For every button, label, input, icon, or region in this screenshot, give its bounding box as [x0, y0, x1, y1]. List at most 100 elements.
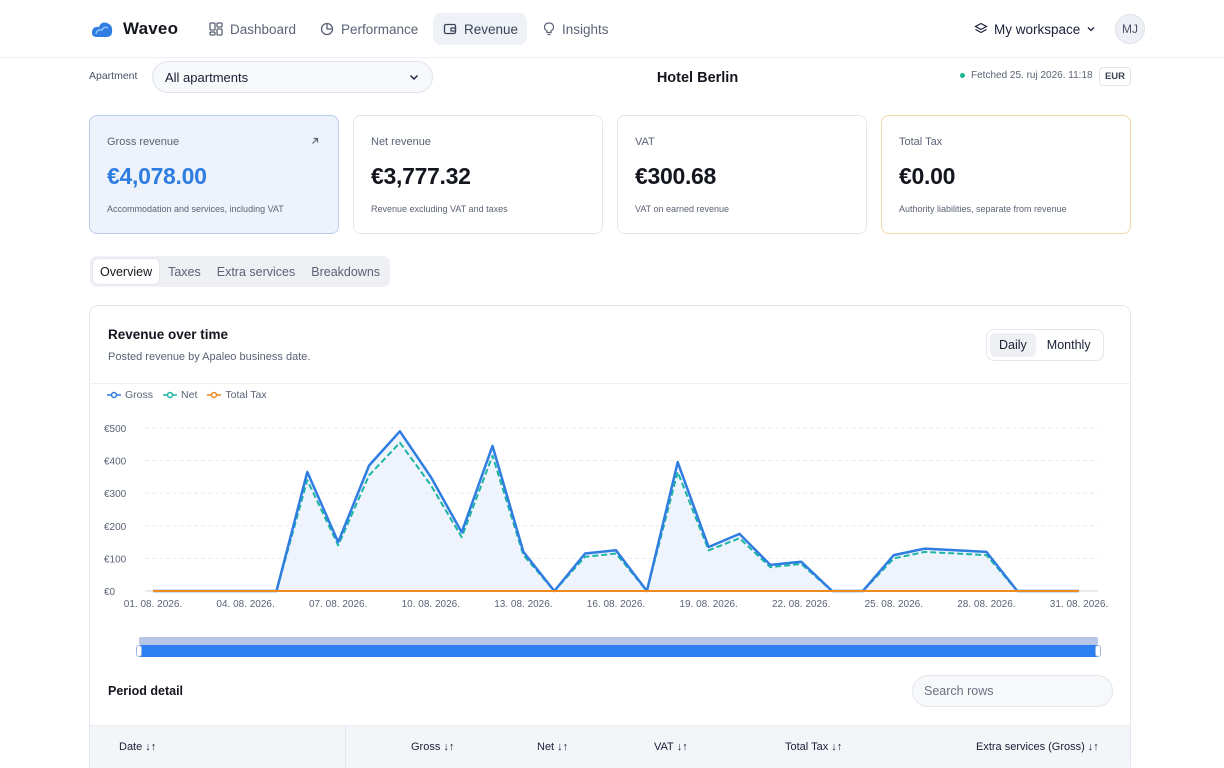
column-gross[interactable]: Gross ↓↑ — [411, 741, 454, 753]
fetched-status: Fetched 25. ruj 2026. 11:18 — [960, 70, 1093, 81]
sort-icon: ↓↑ — [443, 741, 455, 753]
apartment-label: Apartment — [89, 70, 138, 82]
granularity-toggle: Daily Monthly — [986, 329, 1104, 361]
tab-breakdowns[interactable]: Breakdowns — [311, 264, 381, 279]
x-tick-label: 19. 08. 2026. — [679, 599, 737, 610]
panel-title: Revenue over time — [108, 327, 229, 342]
y-tick-label: €400 — [104, 457, 127, 468]
x-tick-label: 16. 08. 2026. — [587, 599, 645, 610]
y-tick-label: €300 — [104, 489, 127, 500]
tab-overview[interactable]: Overview — [93, 259, 160, 284]
x-tick-label: 04. 08. 2026. — [216, 599, 274, 610]
legend-gross[interactable]: Gross — [107, 389, 153, 401]
range-slider-track[interactable] — [139, 637, 1098, 645]
y-tick-label: €0 — [104, 587, 116, 598]
x-tick-label: 07. 08. 2026. — [309, 599, 367, 610]
x-tick-label: 22. 08. 2026. — [772, 599, 830, 610]
kpi-caption: VAT on earned revenue — [635, 204, 730, 214]
legend-total-tax[interactable]: Total Tax — [207, 389, 267, 401]
section-tabs: Overview Taxes Extra services Breakdowns — [90, 256, 391, 287]
toggle-daily[interactable]: Daily — [990, 333, 1036, 357]
kpi-vat[interactable]: VAT €300.68 VAT on earned revenue — [617, 115, 867, 234]
nav-dashboard-label: Dashboard — [230, 21, 297, 37]
kpi-value: €4,078.00 — [107, 163, 207, 189]
y-tick-label: €200 — [104, 522, 127, 533]
column-label: Net — [537, 741, 555, 753]
y-tick-label: €500 — [104, 424, 127, 435]
nav-dashboard[interactable]: Dashboard — [199, 13, 306, 45]
nav-insights[interactable]: Insights — [533, 13, 619, 45]
tab-taxes[interactable]: Taxes — [168, 264, 201, 279]
x-tick-label: 25. 08. 2026. — [865, 599, 923, 610]
kpi-net-revenue[interactable]: Net revenue €3,777.32 Revenue excluding … — [353, 115, 603, 234]
column-label: Date — [119, 741, 143, 753]
kpi-total-tax[interactable]: Total Tax €0.00 Authority liabilities, s… — [881, 115, 1131, 234]
legend-net[interactable]: Net — [163, 389, 197, 401]
legend-label: Gross — [125, 389, 154, 401]
kpi-caption: Revenue excluding VAT and taxes — [371, 204, 508, 214]
column-divider — [345, 726, 346, 768]
logo-icon — [92, 22, 113, 37]
toggle-monthly[interactable]: Monthly — [1046, 338, 1091, 352]
range-slider-selection[interactable] — [139, 645, 1098, 657]
table-header: Date ↓↑ Gross ↓↑ Net ↓↑ VAT ↓↑ Total Tax ↓↑ E… — [90, 725, 1130, 768]
chevron-down-icon — [1087, 27, 1095, 32]
legend-label: Net — [181, 389, 198, 401]
tab-extra-services[interactable]: Extra services — [216, 264, 296, 279]
column-label: VAT — [654, 741, 674, 753]
series-line-gross — [153, 430, 1079, 593]
divider — [90, 383, 1130, 384]
kpi-gross-revenue[interactable]: Gross revenue €4,078.00 Accommodation an… — [89, 115, 339, 234]
apartment-select[interactable]: All apartments — [152, 61, 433, 93]
column-extra-services[interactable]: Extra services (Gross) ↓↑ — [976, 741, 1099, 753]
top-nav: Waveo Dashboard Performance Revenue Insi… — [0, 0, 1224, 58]
sort-icon: ↓↑ — [676, 741, 688, 753]
column-net[interactable]: Net ↓↑ — [537, 741, 568, 753]
dashboard-icon — [209, 22, 223, 36]
brand-name: Waveo — [123, 19, 179, 38]
layers-icon — [974, 22, 988, 34]
nav-performance[interactable]: Performance — [310, 13, 428, 45]
lightbulb-icon — [543, 22, 555, 36]
panel-subtitle: Posted revenue by Apaleo business date. — [108, 351, 311, 363]
nav-insights-label: Insights — [562, 21, 609, 37]
sort-icon: ↓↑ — [1087, 741, 1099, 753]
apartment-select-value: All apartments — [165, 69, 249, 85]
column-label: Total Tax — [785, 741, 829, 753]
kpi-value: €0.00 — [899, 163, 956, 189]
workspace-switcher[interactable]: My workspace — [974, 18, 1096, 40]
column-label: Gross — [411, 741, 441, 753]
x-tick-label: 13. 08. 2026. — [494, 599, 552, 610]
revenue-line-chart[interactable]: €0 €100 €200 €300 €400 €500 01. 08. 2026. 04. 0… — [90, 306, 1130, 626]
kpi-label: Gross revenue — [107, 136, 180, 148]
wallet-icon — [443, 23, 457, 35]
column-vat[interactable]: VAT ↓↑ — [654, 741, 688, 753]
workspace-label: My workspace — [994, 21, 1081, 37]
period-detail-title: Period detail — [108, 684, 184, 698]
legend-marker-icon — [163, 391, 178, 399]
kpi-label: Net revenue — [371, 136, 431, 148]
column-date[interactable]: Date ↓↑ — [119, 741, 156, 753]
brand[interactable]: Waveo — [90, 14, 178, 44]
kpi-value: €3,777.32 — [371, 163, 471, 189]
nav-revenue[interactable]: Revenue — [433, 13, 527, 45]
sort-icon: ↓↑ — [557, 741, 569, 753]
avatar[interactable]: MJ — [1115, 14, 1145, 44]
kpi-caption: Accommodation and services, including VA… — [107, 204, 284, 214]
chevron-down-icon — [410, 75, 418, 80]
currency-badge[interactable]: EUR — [1099, 67, 1131, 86]
fetched-text: Fetched 25. ruj 2026. 11:18 — [971, 70, 1093, 81]
chart-legend: Gross Net Total Tax — [107, 389, 267, 401]
x-tick-label: 01. 08. 2026. — [124, 599, 182, 610]
hotel-title: Hotel Berlin — [656, 70, 739, 86]
arrow-up-right-icon — [312, 137, 319, 144]
kpi-caption: Authority liabilities, separate from rev… — [899, 204, 1067, 214]
nav-performance-label: Performance — [341, 21, 419, 37]
series-line-net — [153, 441, 1079, 592]
search-rows-input[interactable]: Search rows — [912, 675, 1113, 707]
column-total-tax[interactable]: Total Tax ↓↑ — [785, 741, 842, 753]
range-slider-start-handle[interactable] — [136, 645, 142, 657]
y-tick-label: €100 — [104, 554, 127, 565]
legend-label: Total Tax — [225, 389, 267, 401]
range-slider-end-handle[interactable] — [1095, 645, 1101, 657]
